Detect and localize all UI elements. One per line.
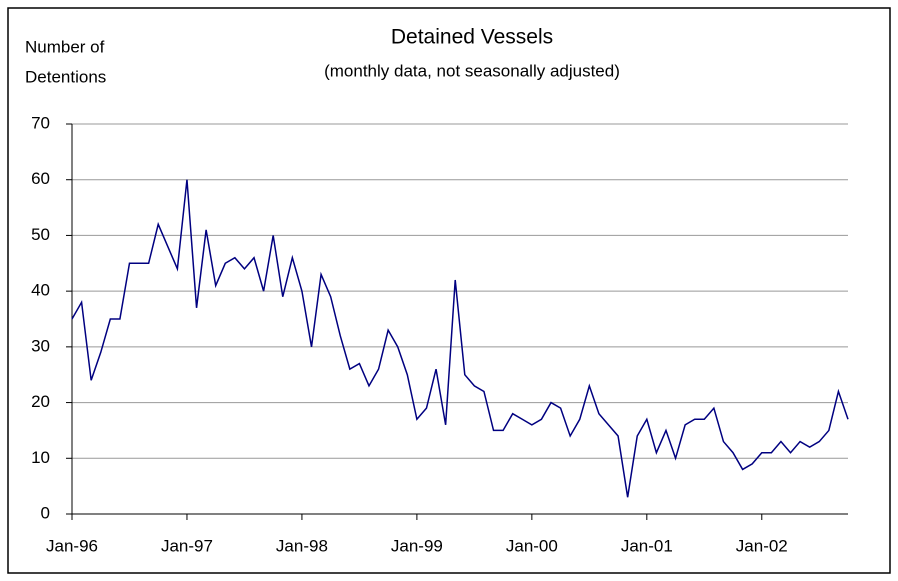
data-line	[71, 179, 849, 498]
y-tick-label: 40	[31, 281, 50, 300]
y-tick-label: 10	[31, 448, 50, 467]
y-axis-label: Detentions	[25, 67, 106, 86]
x-tick-label: Jan-02	[736, 536, 788, 555]
x-tick-label: Jan-98	[276, 536, 328, 555]
y-tick-label: 20	[31, 392, 50, 411]
x-tick-label: Jan-00	[506, 536, 558, 555]
x-tick-label: Jan-96	[46, 536, 98, 555]
y-tick-label: 0	[41, 503, 50, 522]
y-axis-label: Number of	[25, 37, 105, 56]
chart-subtitle: (monthly data, not seasonally adjusted)	[324, 61, 620, 80]
chart-title: Detained Vessels	[391, 26, 553, 49]
chart-frame	[7, 7, 891, 574]
x-tick-label: Jan-99	[391, 536, 443, 555]
y-tick-label: 70	[31, 113, 50, 132]
x-tick-label: Jan-97	[161, 536, 213, 555]
y-tick-label: 30	[31, 336, 50, 355]
x-tick-label: Jan-01	[621, 536, 673, 555]
y-tick-label: 60	[31, 169, 50, 188]
y-tick-label: 50	[31, 225, 50, 244]
